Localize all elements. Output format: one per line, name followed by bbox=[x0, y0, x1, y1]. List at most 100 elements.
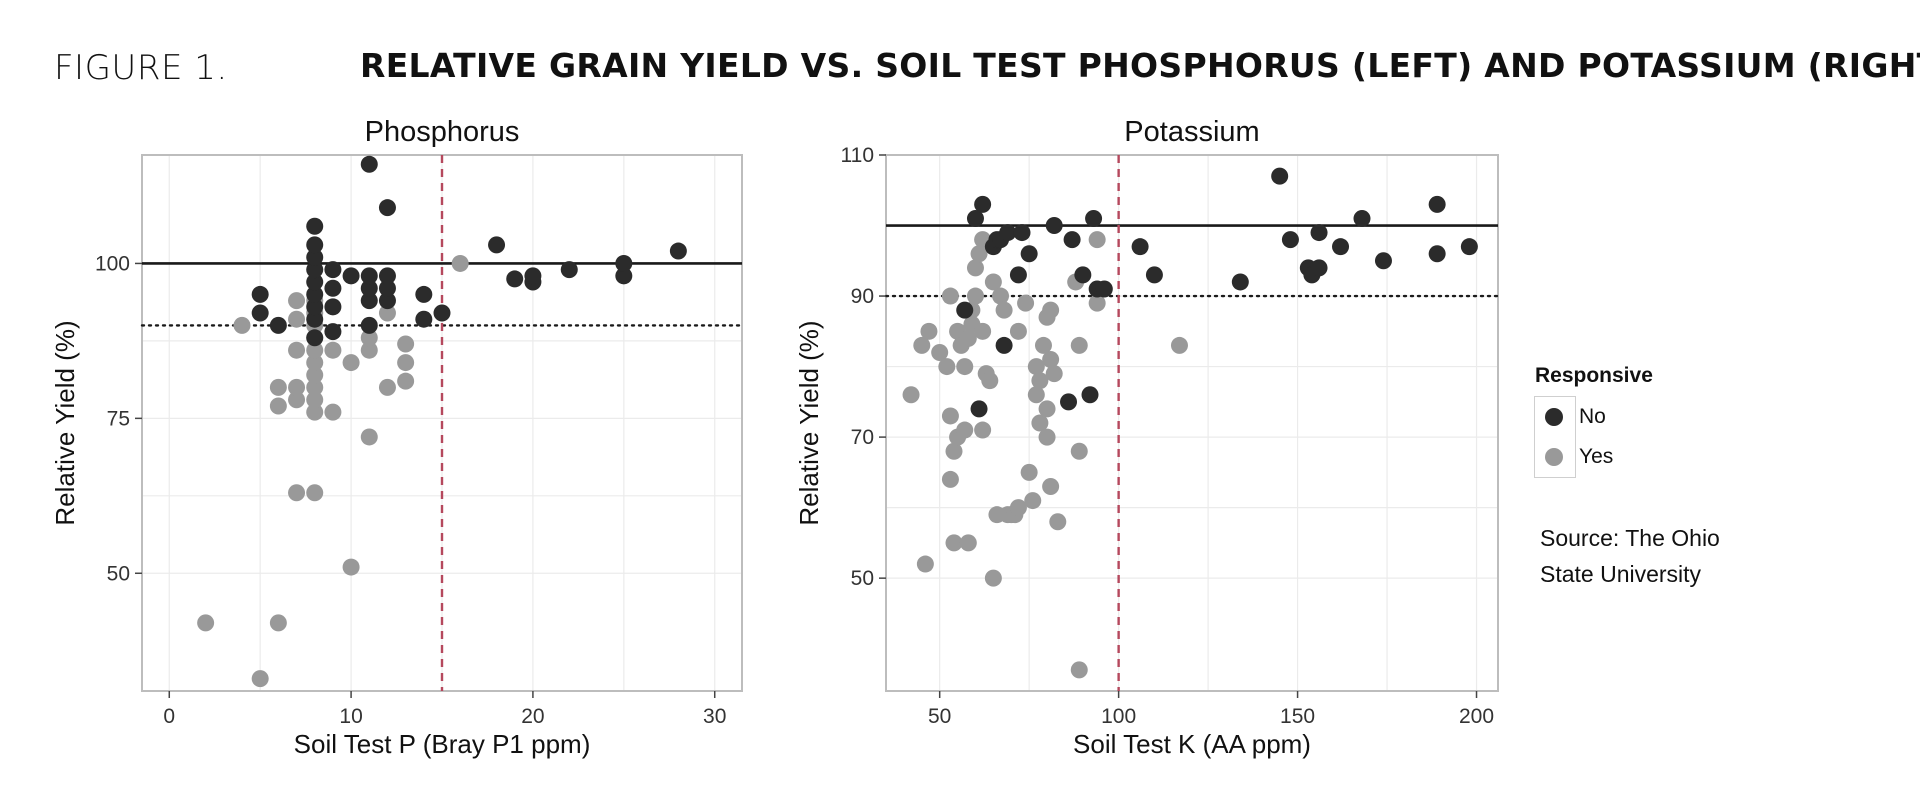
data-point-yes bbox=[938, 358, 956, 376]
data-point-yes bbox=[269, 614, 287, 632]
data-point-no bbox=[506, 270, 524, 288]
data-point-no bbox=[1145, 266, 1163, 284]
x-tick-label: 150 bbox=[1280, 705, 1315, 728]
data-point-no bbox=[306, 273, 324, 291]
data-point-yes bbox=[1020, 463, 1038, 481]
data-point-yes bbox=[1024, 492, 1042, 510]
data-point-yes bbox=[941, 407, 959, 425]
data-point-yes bbox=[397, 335, 415, 353]
source-note: Source: The Ohio State University bbox=[1540, 520, 1760, 592]
x-tick-label: 10 bbox=[339, 705, 362, 728]
y-tick-label: 100 bbox=[95, 252, 130, 275]
data-point-yes bbox=[1027, 358, 1045, 376]
data-point-no bbox=[1353, 209, 1371, 227]
data-point-yes bbox=[959, 534, 977, 552]
data-point-yes bbox=[941, 470, 959, 488]
data-point-no bbox=[1045, 217, 1063, 235]
data-point-no bbox=[1428, 245, 1446, 263]
data-point-yes bbox=[1042, 477, 1060, 495]
data-point-no bbox=[415, 285, 433, 303]
data-point-yes bbox=[288, 341, 306, 359]
data-point-no bbox=[488, 236, 506, 254]
data-point-yes bbox=[995, 301, 1013, 319]
x-tick-label: 200 bbox=[1459, 705, 1494, 728]
data-point-no bbox=[415, 310, 433, 328]
y-tick-label: 110 bbox=[841, 144, 874, 167]
phosphorus-panel: 0 10 20 30 50 75 100 Phosphorus Soil Test P (Bra… bbox=[50, 116, 744, 759]
legend-item-yes: Yes bbox=[1535, 437, 1613, 477]
legend-label-yes: Yes bbox=[1579, 445, 1614, 468]
y-tick-label: 90 bbox=[851, 285, 874, 308]
data-point-no bbox=[669, 242, 687, 260]
potassium-panel: 50 100 150 200 50 70 90 110 Potassium Soil Test K… bbox=[794, 116, 1500, 759]
x-tick-label: 50 bbox=[928, 705, 951, 728]
data-point-no bbox=[1428, 195, 1446, 213]
data-point-yes bbox=[916, 555, 934, 573]
y-axis-label: Relative Yield (%) bbox=[50, 320, 80, 525]
data-point-no bbox=[378, 279, 396, 297]
data-point-no bbox=[378, 267, 396, 285]
data-point-yes bbox=[1031, 414, 1049, 432]
data-point-no bbox=[615, 267, 633, 285]
data-point-yes bbox=[324, 341, 342, 359]
panel-title: Potassium bbox=[1124, 116, 1259, 148]
data-point-yes bbox=[992, 287, 1010, 305]
data-point-no bbox=[360, 279, 378, 297]
data-point-yes bbox=[288, 292, 306, 310]
data-point-yes bbox=[970, 245, 988, 263]
legend-item-no: No bbox=[1535, 397, 1606, 437]
data-point-no bbox=[324, 261, 342, 279]
data-point-no bbox=[1081, 386, 1099, 404]
y-tick-label: 50 bbox=[851, 567, 874, 590]
x-tick-label: 0 bbox=[163, 705, 175, 728]
data-point-yes bbox=[959, 329, 977, 347]
data-point-yes bbox=[397, 372, 415, 390]
data-point-no bbox=[974, 195, 992, 213]
data-point-yes bbox=[1070, 336, 1088, 354]
data-point-no bbox=[995, 336, 1013, 354]
data-point-no bbox=[1281, 231, 1299, 249]
data-point-no bbox=[342, 267, 360, 285]
legend-title: Responsive bbox=[1535, 364, 1653, 387]
data-point-yes bbox=[966, 287, 984, 305]
data-point-yes bbox=[984, 569, 1002, 587]
data-point-yes bbox=[1038, 428, 1056, 446]
legend-box: No Yes bbox=[1534, 396, 1613, 478]
data-point-no bbox=[560, 261, 578, 279]
data-point-no bbox=[251, 285, 269, 303]
x-tick-label: 30 bbox=[703, 705, 726, 728]
data-point-yes bbox=[956, 421, 974, 439]
data-point-yes bbox=[1088, 294, 1106, 312]
data-point-yes bbox=[1034, 336, 1052, 354]
data-point-yes bbox=[342, 558, 360, 576]
data-point-no bbox=[615, 254, 633, 272]
data-point-yes bbox=[288, 484, 306, 502]
figure-title: RELATIVE GRAIN YIELD VS. SOIL TEST PHOSP… bbox=[360, 46, 1920, 85]
data-point-no bbox=[378, 292, 396, 310]
data-point-no bbox=[324, 279, 342, 297]
data-point-yes bbox=[306, 378, 324, 396]
data-point-no bbox=[433, 304, 451, 322]
data-point-no bbox=[1131, 238, 1149, 256]
legend-label-no: No bbox=[1579, 405, 1606, 428]
data-point-no bbox=[970, 400, 988, 418]
y-tick-label: 50 bbox=[107, 562, 130, 585]
data-point-no bbox=[306, 217, 324, 235]
x-axis-label: Soil Test P (Bray P1 ppm) bbox=[294, 729, 591, 759]
legend: Responsive No Yes bbox=[1534, 364, 1653, 478]
data-point-yes bbox=[306, 366, 324, 384]
data-point-yes bbox=[945, 442, 963, 460]
data-point-yes bbox=[941, 287, 959, 305]
x-tick-label: 100 bbox=[1101, 705, 1136, 728]
data-point-no bbox=[966, 209, 984, 227]
data-point-no bbox=[324, 323, 342, 341]
data-point-no bbox=[524, 267, 542, 285]
data-point-no bbox=[251, 304, 269, 322]
figure-label: FIGURE 1. bbox=[54, 48, 228, 88]
data-point-no bbox=[1020, 245, 1038, 263]
data-point-yes bbox=[360, 428, 378, 446]
data-point-yes bbox=[1049, 513, 1067, 531]
data-point-no bbox=[1060, 393, 1078, 411]
data-point-no bbox=[1231, 273, 1249, 291]
data-point-no bbox=[306, 310, 324, 328]
